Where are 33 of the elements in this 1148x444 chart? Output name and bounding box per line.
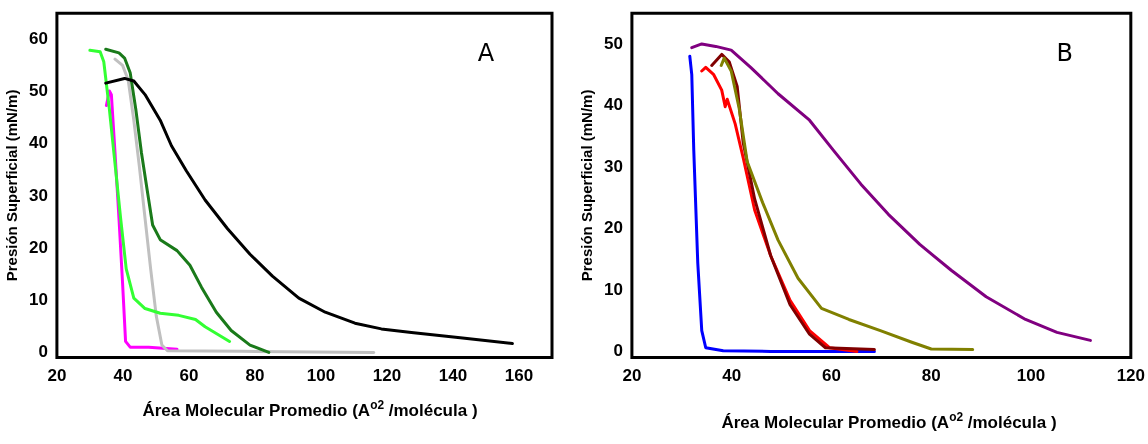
x-tick-label: 20 bbox=[622, 366, 642, 386]
y-tick-label: 30 bbox=[603, 156, 623, 176]
x-tick-label: 40 bbox=[722, 366, 742, 386]
y-tick-label: 0 bbox=[613, 341, 623, 361]
x-tick-label: 60 bbox=[179, 366, 199, 386]
x-tick-label: 120 bbox=[372, 366, 402, 386]
x-tick-label: 160 bbox=[504, 366, 534, 386]
x-axis-title: Área Molecular Promedio (A$^{o2}$ /molécula ) bbox=[141, 398, 479, 421]
y-tick-label: 0 bbox=[38, 342, 48, 362]
x-tick-label: 100 bbox=[306, 366, 336, 386]
x-tick-label: 60 bbox=[822, 366, 841, 386]
y-tick-label: 20 bbox=[603, 218, 623, 238]
y-tick-label: 50 bbox=[28, 81, 48, 101]
y-axis-title: Presión Superficial (mN/m) bbox=[578, 89, 596, 282]
x-tick-label: 120 bbox=[1116, 366, 1146, 386]
y-tick-label: 40 bbox=[603, 95, 623, 115]
y-tick-label: 20 bbox=[28, 237, 48, 257]
y-tick-label: 10 bbox=[603, 279, 623, 299]
x-tick-label: 20 bbox=[47, 366, 67, 386]
annotation: B bbox=[1056, 39, 1074, 68]
y-tick-label: 30 bbox=[28, 185, 48, 205]
y-tick-label: 40 bbox=[28, 133, 48, 153]
x-tick-label: 80 bbox=[245, 366, 265, 386]
x-axis-title: Área Molecular Promedio (A$^{o2}$ /molécula ) bbox=[720, 410, 1058, 433]
x-tick-label: 100 bbox=[1016, 366, 1046, 386]
x-tick-label: 140 bbox=[438, 366, 468, 386]
y-tick-label: 50 bbox=[603, 33, 623, 53]
y-tick-label: 60 bbox=[28, 28, 48, 48]
y-axis-title: Presión Superficial (mN/m) bbox=[3, 89, 21, 282]
y-tick-label: 10 bbox=[28, 289, 48, 309]
x-tick-label: 80 bbox=[921, 366, 941, 386]
x-tick-label: 40 bbox=[113, 366, 133, 386]
annotation: A bbox=[477, 39, 495, 68]
